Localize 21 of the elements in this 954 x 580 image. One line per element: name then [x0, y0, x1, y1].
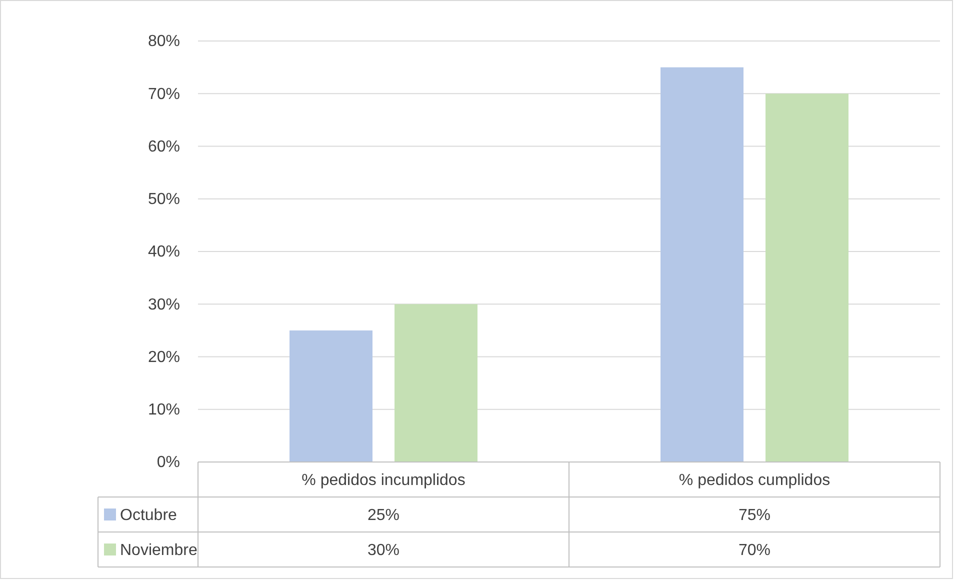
bar: [394, 304, 478, 462]
data-label: 25%: [367, 507, 400, 524]
y-tick-label: 70%: [148, 86, 180, 103]
bar: [766, 94, 848, 462]
legend-label: Octubre: [120, 507, 178, 524]
y-tick-label: 60%: [148, 138, 180, 156]
x-tick-label: % pedidos incumplidos: [302, 472, 466, 490]
y-tick-label: 80%: [148, 33, 180, 50]
y-tick-label: 10%: [148, 401, 180, 418]
y-tick-label: 0%: [156, 454, 180, 472]
y-tick-label: 30%: [148, 296, 180, 314]
y-tick-label: 50%: [148, 190, 180, 208]
data-label: 70%: [738, 542, 771, 560]
y-tick-label: 20%: [148, 348, 180, 366]
bar: [660, 67, 744, 462]
data-label: 30%: [367, 542, 400, 560]
legend-label: Noviembre: [120, 542, 198, 560]
bar: [290, 330, 372, 462]
y-tick-label: 40%: [148, 244, 180, 261]
data-label: 75%: [738, 507, 771, 524]
x-tick-label: % pedidos cumplidos: [678, 472, 830, 490]
